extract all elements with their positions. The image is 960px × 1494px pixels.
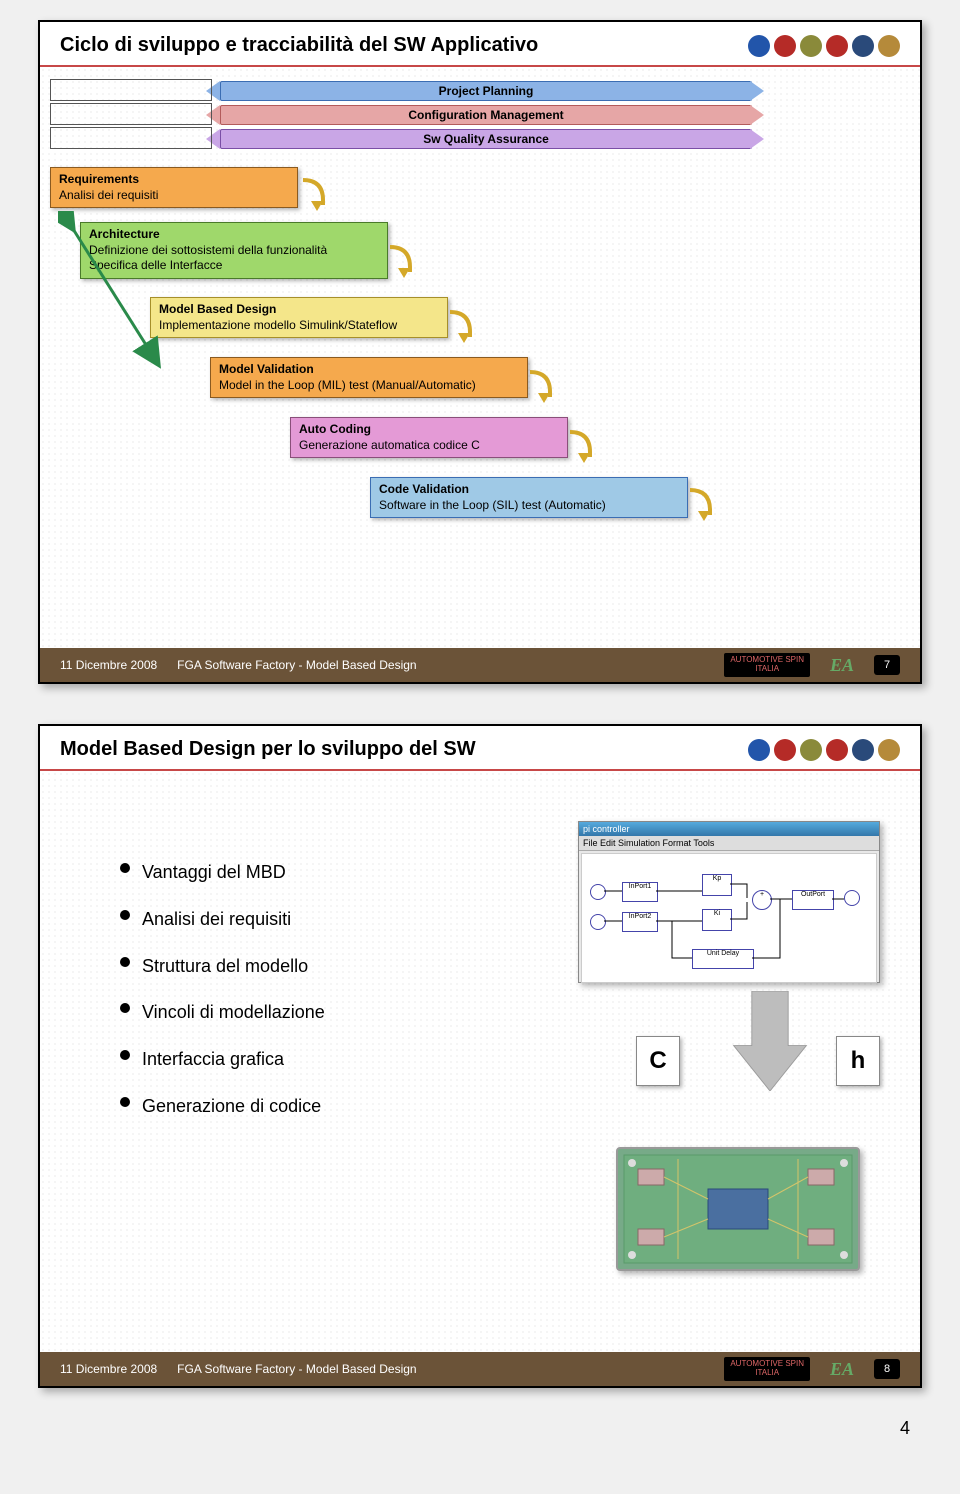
bar-project-planning: Project Planning xyxy=(220,81,752,101)
slide-header: Model Based Design per lo sviluppo del S… xyxy=(40,726,920,771)
window-menubar: File Edit Simulation Format Tools xyxy=(579,836,879,851)
model-canvas: InPort1 InPort2 Kp Ki + OutPort Unit Del… xyxy=(581,853,877,983)
bullet-item: Vincoli di modellazione xyxy=(120,989,325,1036)
slide-footer: 11 Dicembre 2008 FGA Software Factory - … xyxy=(40,1352,920,1386)
logo-icon xyxy=(852,35,874,57)
phase-sub: Analisi dei requisiti xyxy=(59,188,289,204)
slide-title: Ciclo di sviluppo e tracciabilità del SW… xyxy=(60,34,538,57)
slide-footer: 11 Dicembre 2008 FGA Software Factory - … xyxy=(40,648,920,682)
logo-icon xyxy=(774,739,796,761)
footer-logo-spin: AUTOMOTIVE SPINITALIA xyxy=(724,1357,810,1381)
phase-title: Auto Coding xyxy=(299,422,559,438)
bullet-item: Interfaccia grafica xyxy=(120,1036,325,1083)
logo-icon xyxy=(748,35,770,57)
bar-qa: Sw Quality Assurance xyxy=(220,129,752,149)
logo-icon xyxy=(826,35,848,57)
logo-icon xyxy=(774,35,796,57)
logo-icon xyxy=(878,35,900,57)
logo-icon xyxy=(878,739,900,761)
logo-icon xyxy=(852,739,874,761)
curved-arrow-icon xyxy=(685,485,715,525)
pcb-graphic xyxy=(618,1149,858,1269)
logo-icon xyxy=(826,739,848,761)
phase-sub: Generazione automatica codice C xyxy=(299,438,559,454)
phase-title: Model Validation xyxy=(219,362,519,378)
footer-text: FGA Software Factory - Model Based Desig… xyxy=(177,658,416,672)
curved-arrow-icon xyxy=(445,307,475,347)
slide-8: Model Based Design per lo sviluppo del S… xyxy=(38,724,922,1388)
wires xyxy=(582,854,878,982)
phase-sub: Model in the Loop (MIL) test (Manual/Aut… xyxy=(219,378,519,394)
logo-icon xyxy=(800,35,822,57)
slide-body: Project Planning Configuration Managemen… xyxy=(40,67,920,647)
bullet-item: Struttura del modello xyxy=(120,943,325,990)
brand-logos xyxy=(748,35,900,57)
bullet-list: Vantaggi del MBD Analisi dei requisiti S… xyxy=(80,849,325,1130)
phase-sub: Implementazione modello Simulink/Statefl… xyxy=(159,318,439,334)
footer-logo-ea: EA xyxy=(830,655,854,676)
bullet-item: Analisi dei requisiti xyxy=(120,896,325,943)
slide-header: Ciclo di sviluppo e tracciabilità del SW… xyxy=(40,22,920,67)
simulink-window: pi controller File Edit Simulation Forma… xyxy=(578,821,880,983)
footer-text: FGA Software Factory - Model Based Desig… xyxy=(177,1362,416,1376)
curved-arrow-icon xyxy=(525,367,555,407)
outline-box xyxy=(50,79,212,101)
slide-7: Ciclo di sviluppo e tracciabilità del SW… xyxy=(38,20,922,684)
phase-title: Code Validation xyxy=(379,482,679,498)
phase-mbd: Model Based Design Implementazione model… xyxy=(150,297,448,338)
brand-logos xyxy=(748,739,900,761)
document-page-number: 4 xyxy=(30,1418,930,1439)
phase-auto-coding: Auto Coding Generazione automatica codic… xyxy=(290,417,568,458)
outline-box xyxy=(50,103,212,125)
file-c: C xyxy=(636,1036,680,1086)
ecu-board xyxy=(616,1147,860,1271)
arrow-right-icon xyxy=(750,105,764,125)
slide-title: Model Based Design per lo sviluppo del S… xyxy=(60,738,476,761)
curved-arrow-icon xyxy=(298,175,328,215)
arrow-right-icon xyxy=(750,81,764,101)
file-h: h xyxy=(836,1036,880,1086)
phase-model-validation: Model Validation Model in the Loop (MIL)… xyxy=(210,357,528,398)
page-number: 7 xyxy=(874,655,900,675)
logo-icon xyxy=(800,739,822,761)
phase-requirements: Requirements Analisi dei requisiti xyxy=(50,167,298,208)
phase-title: Model Based Design xyxy=(159,302,439,318)
page-number: 8 xyxy=(874,1359,900,1379)
arrow-right-icon xyxy=(750,129,764,149)
big-arrow-down-icon xyxy=(730,991,810,1091)
footer-date: 11 Dicembre 2008 xyxy=(60,1362,157,1376)
phase-title: Requirements xyxy=(59,172,289,188)
slide-body: Vantaggi del MBD Analisi dei requisiti S… xyxy=(40,771,920,1351)
window-titlebar: pi controller xyxy=(579,822,879,836)
bullet-item: Generazione di codice xyxy=(120,1083,325,1130)
phase-sub: Software in the Loop (SIL) test (Automat… xyxy=(379,498,679,514)
phase-code-validation: Code Validation Software in the Loop (SI… xyxy=(370,477,688,518)
bar-config-mgmt: Configuration Management xyxy=(220,105,752,125)
footer-date: 11 Dicembre 2008 xyxy=(60,658,157,672)
bullet-item: Vantaggi del MBD xyxy=(120,849,325,896)
footer-logo-ea: EA xyxy=(830,1359,854,1380)
outline-box xyxy=(50,127,212,149)
curved-arrow-icon xyxy=(385,242,415,282)
logo-icon xyxy=(748,739,770,761)
curved-arrow-icon xyxy=(565,427,595,467)
double-arrow-icon xyxy=(58,211,178,371)
footer-logo-spin: AUTOMOTIVE SPINITALIA xyxy=(724,653,810,677)
